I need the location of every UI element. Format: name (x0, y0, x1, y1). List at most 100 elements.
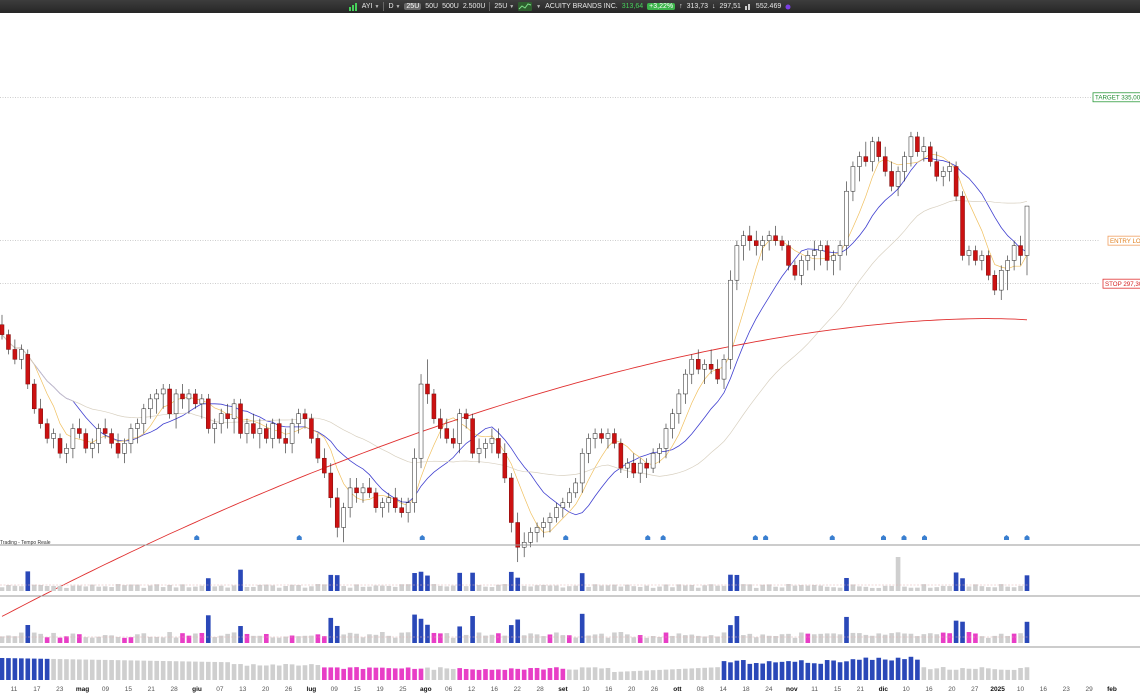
candle (1024, 205, 1030, 276)
candle-body (64, 448, 69, 454)
candle (857, 151, 862, 182)
candle (38, 398, 43, 429)
zoom-box-select[interactable]: 25U ▼ (494, 3, 514, 10)
candle-body (148, 398, 153, 410)
volume-bar (405, 584, 411, 591)
indicator-bar (857, 633, 862, 643)
candle-body (953, 166, 959, 197)
candle (708, 349, 714, 375)
oscillator-bar (657, 669, 662, 680)
indicator-bar (270, 637, 276, 643)
candle-body (309, 418, 314, 439)
x-tick-label: 14 (719, 686, 727, 693)
candle (96, 423, 101, 454)
candle-body (734, 245, 740, 281)
volume-bar (89, 584, 95, 591)
oscillator-bar (218, 662, 224, 680)
signal-marker-icon (645, 535, 651, 540)
oscillator-bar (786, 661, 791, 680)
oscillator-bar (1024, 667, 1030, 680)
candle (128, 423, 134, 454)
indicator-bar (676, 633, 682, 643)
candle-body (831, 255, 836, 261)
volume-bar (212, 586, 218, 591)
oscillator-bar (438, 667, 443, 680)
indicator-bar (341, 634, 346, 643)
candles (0, 131, 1030, 563)
candle (160, 384, 166, 409)
indicator-bar (399, 632, 404, 643)
candle (341, 502, 346, 543)
indicator-bar (927, 633, 933, 643)
volume-bar (663, 584, 669, 591)
indicator-bar (573, 637, 579, 643)
indicator-bar (476, 632, 482, 643)
candle-body (689, 359, 695, 375)
oscillator-bar (463, 668, 469, 680)
oscillator-bar (444, 668, 450, 680)
indicator-bar (386, 635, 392, 643)
zoom-50u[interactable]: 50U (425, 3, 439, 10)
oscillator-bar (431, 669, 437, 680)
volume-bar (1018, 585, 1023, 591)
zoom-500u[interactable]: 500U (442, 3, 459, 10)
indicator-bar (31, 632, 37, 643)
level-labels[interactable]: TARGET 335,00 ENTRY LONG STOP 297,30 (1092, 92, 1140, 289)
price-chart[interactable]: TARGET 335,00 ENTRY LONG STOP 297,30 Tradi… (0, 13, 1140, 694)
chevron-down-icon[interactable]: ▼ (536, 3, 542, 10)
sparkline-icon[interactable] (518, 2, 533, 11)
oscillator-bar (263, 665, 269, 680)
indicator-bar (373, 634, 379, 643)
indicator-bar (1024, 621, 1030, 643)
oscillator-bar (476, 669, 482, 680)
candle (934, 151, 939, 182)
ticker-select[interactable]: AYI ▼ (362, 3, 380, 10)
oscillator-bar (309, 664, 314, 680)
zoom-2500u[interactable]: 2.500U (462, 3, 486, 10)
candle-body (225, 413, 230, 419)
volume-bar (521, 585, 527, 591)
oscillator-bar (109, 660, 114, 680)
indicator-bar (721, 632, 727, 643)
candle-body (863, 156, 869, 162)
volume-bar (599, 585, 604, 591)
volume-value: 552.469 (755, 3, 782, 10)
candle (863, 141, 869, 167)
candle-body (715, 368, 720, 380)
candle-body (779, 240, 785, 246)
candle (102, 418, 108, 439)
bars-icon[interactable] (348, 2, 358, 11)
interval: D (388, 3, 394, 10)
zoom-25u[interactable]: 25U (404, 3, 422, 10)
volume-bar (947, 586, 952, 591)
signal-markers[interactable] (194, 535, 1030, 540)
candle (812, 240, 817, 271)
candle (818, 240, 823, 266)
volume-bar (631, 586, 637, 591)
indicator-bar (483, 635, 488, 643)
oscillator-bar (315, 665, 321, 680)
indicator-bar (276, 637, 282, 643)
candle-body (296, 413, 301, 424)
candle-body (857, 156, 862, 167)
volume-bar (889, 585, 894, 591)
indicator-bar (599, 633, 604, 643)
indicator-bar (863, 634, 869, 643)
volume-bar (289, 584, 295, 591)
interval-select[interactable]: D ▼ (388, 3, 400, 10)
oscillator-bar (741, 660, 746, 680)
indicator-bar (986, 637, 991, 643)
candle-body (347, 487, 353, 508)
volume-bar (431, 584, 437, 591)
volume-bar (786, 584, 791, 591)
volume-bar (25, 571, 31, 591)
x-tick-label: 10 (582, 686, 590, 693)
candle (773, 225, 778, 246)
candle (973, 245, 978, 266)
candle (515, 512, 520, 563)
indicator-bar (689, 634, 695, 643)
oscillator-bar (902, 659, 907, 680)
candle (238, 398, 243, 439)
candle-body (663, 428, 669, 449)
x-tick-label: 18 (742, 686, 750, 693)
